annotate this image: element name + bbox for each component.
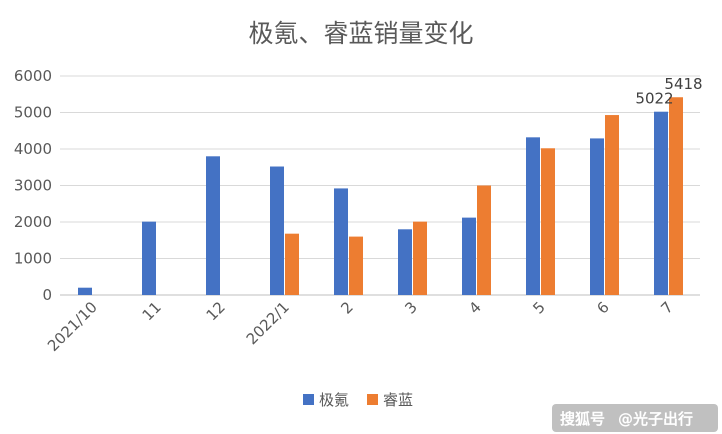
watermark-text: @光子出行 xyxy=(618,410,693,428)
x-tick-label: 5 xyxy=(529,298,548,317)
y-axis: 0 1000 2000 3000 4000 5000 6000 xyxy=(14,67,52,304)
y-tick-label: 5000 xyxy=(14,104,52,122)
bar-series2 xyxy=(349,236,363,295)
x-tick-label: 4 xyxy=(465,298,484,317)
x-tick-label: 2 xyxy=(337,298,356,317)
x-tick-label: 12 xyxy=(203,298,229,324)
bar-series2 xyxy=(413,221,427,295)
gridlines xyxy=(60,75,700,296)
x-axis: 2021/10 11 12 2022/1 2 3 4 5 6 7 xyxy=(44,298,677,355)
legend: 极氪 睿蓝 xyxy=(303,391,413,409)
data-label: 5022 xyxy=(635,90,673,108)
bar-series2 xyxy=(605,115,619,296)
y-tick-label: 6000 xyxy=(14,67,52,85)
bar-series1 xyxy=(206,156,220,295)
x-tick-label: 7 xyxy=(657,298,676,317)
y-tick-label: 1000 xyxy=(14,250,52,268)
watermark-background xyxy=(552,404,718,432)
y-tick-label: 4000 xyxy=(14,140,52,158)
legend-swatch xyxy=(367,394,378,405)
y-tick-label: 3000 xyxy=(14,177,52,195)
y-tick-label: 2000 xyxy=(14,213,52,231)
bar-series2 xyxy=(669,97,683,295)
x-tick-label: 2022/1 xyxy=(243,298,293,348)
data-label: 5418 xyxy=(664,75,702,93)
chart-title: 极氪、睿蓝销量变化 xyxy=(248,19,473,48)
bars xyxy=(78,97,683,296)
x-tick-label: 3 xyxy=(401,298,420,317)
bar-series1 xyxy=(142,221,156,295)
bar-series2 xyxy=(477,185,491,295)
legend-label: 极氪 xyxy=(319,391,349,409)
bar-series1 xyxy=(334,188,348,295)
bar-series1 xyxy=(654,111,668,296)
bar-series1 xyxy=(462,217,476,295)
legend-swatch xyxy=(303,394,314,405)
bar-series1 xyxy=(398,229,412,295)
bar-series1 xyxy=(270,166,284,295)
bar-series2 xyxy=(285,233,299,295)
watermark: 搜狐号 @光子出行 xyxy=(552,404,718,432)
bar-series1 xyxy=(526,137,540,295)
bar-series1 xyxy=(78,287,92,295)
bar-series1 xyxy=(590,138,604,295)
bar-series2 xyxy=(541,148,555,295)
legend-label: 睿蓝 xyxy=(383,391,413,409)
y-tick-label: 0 xyxy=(42,286,52,304)
x-tick-label: 2021/10 xyxy=(44,298,101,355)
x-tick-label: 6 xyxy=(593,298,612,317)
watermark-logo: 搜狐号 xyxy=(560,410,605,428)
x-tick-label: 11 xyxy=(139,298,165,324)
